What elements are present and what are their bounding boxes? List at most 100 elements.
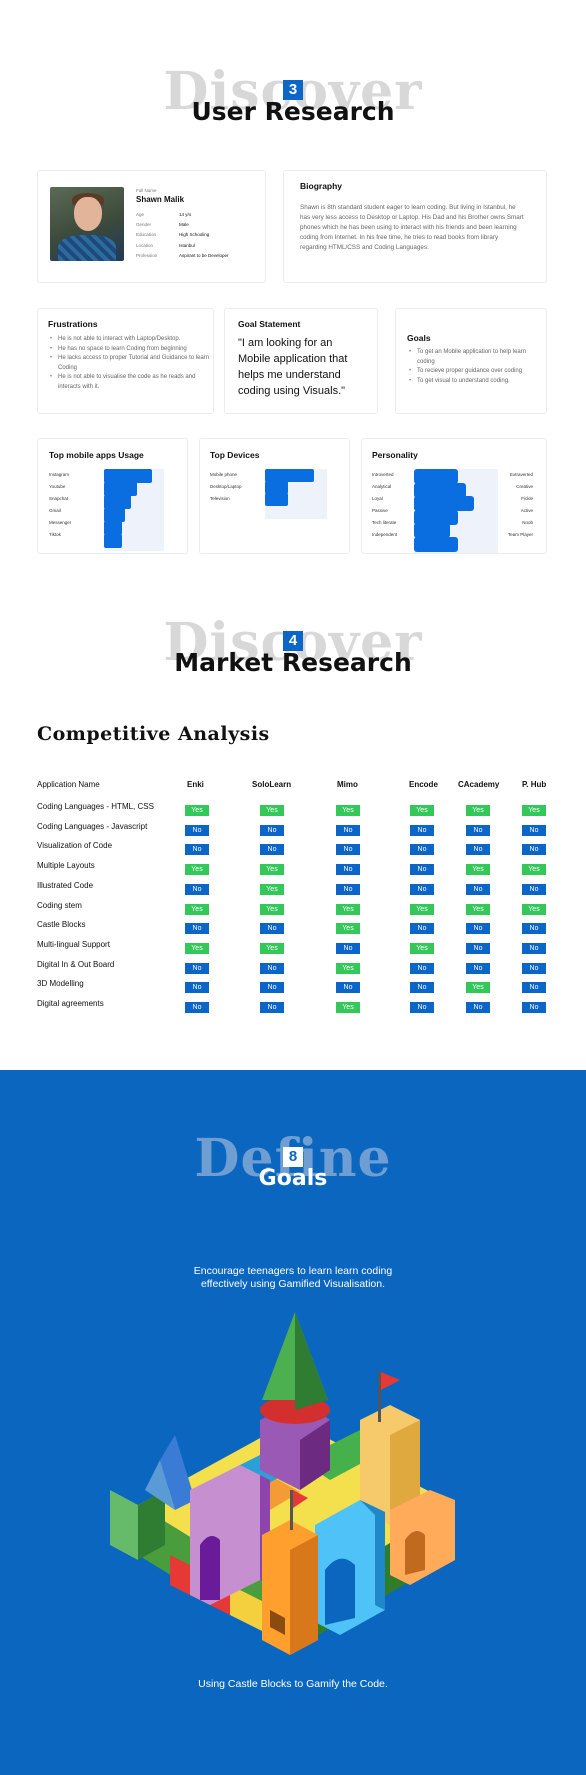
trait-right-label: Active <box>520 508 533 513</box>
status-badge: No <box>410 962 434 974</box>
trait-left-label: Analytical <box>372 484 392 489</box>
section-number-badge: 4 <box>283 631 303 651</box>
status-badge: Yes <box>336 962 360 974</box>
goal-statement-quote: "I am looking for an Mobile application … <box>238 337 348 397</box>
section-header-market-research: Discover 4 Market Research <box>0 617 586 677</box>
status-badge: No <box>336 883 360 895</box>
list-item: He lacks access to proper Tutorial and G… <box>50 354 210 373</box>
status-badge: No <box>466 923 490 935</box>
status-badge: Yes <box>336 805 360 816</box>
status-badge: Yes <box>185 903 209 915</box>
status-badge: No <box>260 1002 284 1013</box>
field-value: 14 y/o <box>179 212 192 217</box>
chart-bar <box>104 469 152 483</box>
chart-bar <box>104 508 125 522</box>
device-label: Desktop/Laptop <box>210 484 242 489</box>
app-label: Messenger <box>49 520 72 525</box>
device-label: Television <box>210 496 230 501</box>
frustrations-title: Frustrations <box>48 319 98 329</box>
app-label: Tiktok <box>49 532 61 537</box>
table-row-label: Digital In & Out Board <box>37 959 115 969</box>
status-badge: No <box>466 844 490 856</box>
frustrations-list: He is not able to interact with Laptop/D… <box>50 335 210 392</box>
status-badge: No <box>260 923 284 935</box>
column-header: CAcademy <box>458 780 500 789</box>
status-badge: Yes <box>185 864 209 876</box>
status-badge: Yes <box>466 903 490 915</box>
list-item: He is not able to interact with Laptop/D… <box>50 335 210 345</box>
castle-description: Using Castle Blocks to Gamify the Code. <box>198 1678 388 1690</box>
status-badge: No <box>185 923 209 935</box>
status-badge: No <box>336 942 360 954</box>
status-badge: No <box>410 982 434 994</box>
goal-statement-title: Goal Statement <box>238 319 301 329</box>
column-header: Mimo <box>337 780 358 789</box>
status-badge: No <box>466 824 490 836</box>
table-row-label: Illustrated Code <box>37 880 94 890</box>
section-title: Market Research <box>174 648 412 677</box>
table-row-label: Coding Languages - HTML, CSS <box>37 802 154 811</box>
top-apps-card: Top mobile apps Usage Instagram Youtube … <box>37 438 188 554</box>
table-row-label: Visualization of Code <box>37 841 113 851</box>
section-header-user-research: Discover 3 User Research <box>0 66 586 126</box>
field-value: Aspirant to be Developer <box>179 253 229 258</box>
biography-card: Biography Shawn is 8th standard student … <box>283 170 547 283</box>
goals-list: To get an Mobile application to help lea… <box>409 348 543 386</box>
field-label: Location <box>136 243 154 248</box>
goals-card: Goals To get an Mobile application to he… <box>395 308 547 414</box>
personality-card: Personality Introverted Analytical Loyal… <box>361 438 547 554</box>
field-value: Male <box>179 222 189 227</box>
section-title: Goals <box>258 1166 328 1191</box>
status-badge: Yes <box>522 864 546 876</box>
status-badge: No <box>185 824 209 836</box>
status-badge: No <box>522 824 546 836</box>
status-badge: No <box>410 883 434 895</box>
field-value: Istanbul <box>179 243 195 248</box>
table-row-label: Digital agreements <box>37 999 104 1008</box>
competitive-analysis-title: Competitive Analysis <box>37 723 270 745</box>
status-badge: Yes <box>260 864 284 876</box>
status-badge: No <box>410 1002 434 1013</box>
trait-right-label: Creative <box>516 484 533 489</box>
status-badge: No <box>522 982 546 994</box>
app-label: Gmail <box>49 508 61 513</box>
status-badge: No <box>410 923 434 935</box>
status-badge: Yes <box>185 942 209 954</box>
field-label: Profession <box>136 253 158 258</box>
column-header: SoloLearn <box>252 780 292 789</box>
column-header: P. Hub <box>522 780 547 789</box>
persona-name: Shawn Malik <box>136 195 185 204</box>
table-row-label: Multi-lingual Support <box>37 939 110 949</box>
column-header: Application Name <box>37 780 100 789</box>
trait-right-label: Extraverted <box>509 472 533 477</box>
frustrations-card: Frustrations He is not able to interact … <box>37 308 214 414</box>
status-badge: Yes <box>410 805 434 816</box>
status-badge: No <box>185 883 209 895</box>
trait-left-label: Tech literate <box>372 520 397 525</box>
section-number-badge: 8 <box>283 1147 303 1167</box>
status-badge: No <box>260 982 284 994</box>
status-badge: Yes <box>466 982 490 994</box>
table-row-label: 3D Modelling <box>37 979 84 989</box>
trait-left-label: Loyal <box>372 496 383 501</box>
field-value: High Schooling <box>179 232 210 237</box>
status-badge: No <box>522 962 546 974</box>
list-item: He has no space to learn Coding from beg… <box>50 345 210 355</box>
personality-title: Personality <box>372 450 418 460</box>
status-badge: No <box>522 1002 546 1013</box>
chart-bar <box>265 469 314 482</box>
top-devices-card: Top Devices Mobile phone Desktop/Laptop … <box>199 438 350 554</box>
status-badge: No <box>410 844 434 856</box>
section-number-badge: 3 <box>283 80 303 100</box>
status-badge: No <box>466 942 490 954</box>
list-item: To get an Mobile application to help lea… <box>409 348 543 367</box>
table-row-label: Castle Blocks <box>37 920 86 930</box>
status-badge: No <box>260 844 284 856</box>
status-badge: Yes <box>522 805 546 816</box>
status-badge: Yes <box>185 805 209 816</box>
status-badge: No <box>185 844 209 856</box>
status-badge: No <box>260 824 284 836</box>
status-badge: No <box>466 883 490 895</box>
status-badge: No <box>522 844 546 856</box>
table-row-label: Coding stem <box>37 900 82 910</box>
